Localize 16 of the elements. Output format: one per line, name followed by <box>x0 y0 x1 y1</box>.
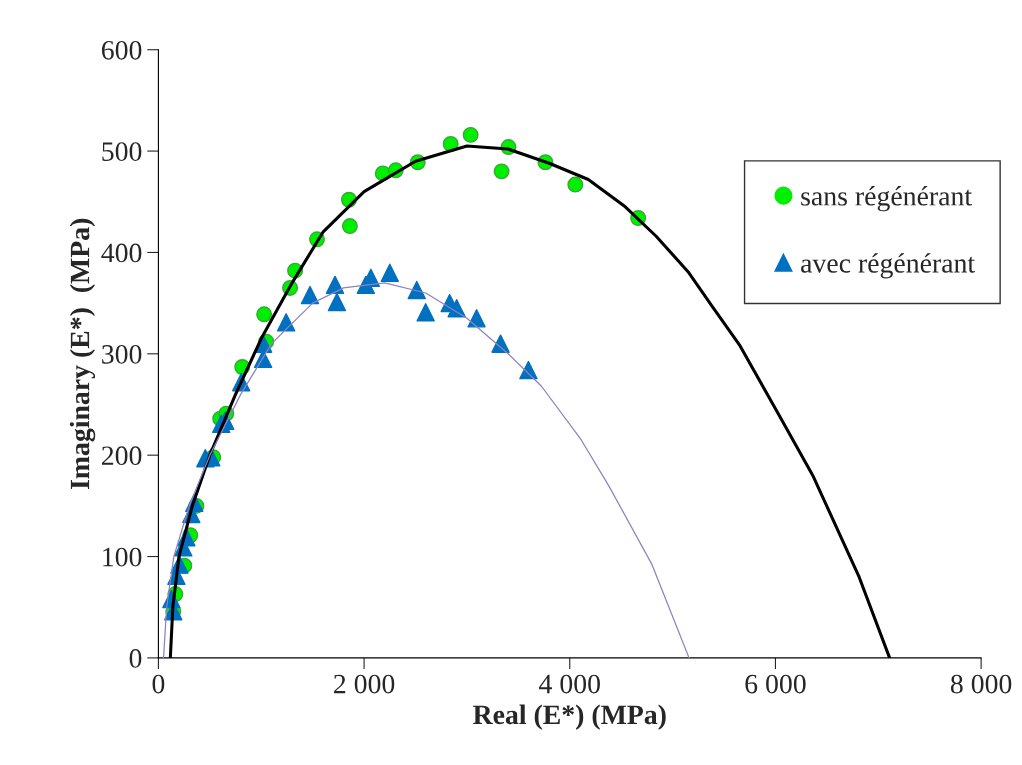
y-tick-label: 300 <box>102 344 142 364</box>
legend-label: sans régénérant <box>801 186 972 212</box>
y-tick-label: 400 <box>101 243 142 263</box>
x-tick-label: 2 000 <box>334 674 395 694</box>
y-tick-label: 500 <box>102 142 142 161</box>
y-tick-label: 200 <box>101 446 142 466</box>
y-tick-label: 100 <box>103 547 142 567</box>
y-tick-label: 0 <box>129 649 142 668</box>
x-tick-label: 0 <box>152 674 165 694</box>
y-tick-label: 600 <box>101 40 142 60</box>
x-tick-label: 6 000 <box>745 674 806 694</box>
y-axis-title: Imaginary (E*) (MPa) <box>69 218 96 490</box>
x-tick-label: 8 000 <box>950 674 1012 694</box>
x-axis-title: Real (E*) (MPa) <box>473 704 666 730</box>
x-tick-label: 4 000 <box>539 674 600 694</box>
legend-label: avec régénérant <box>801 253 975 279</box>
